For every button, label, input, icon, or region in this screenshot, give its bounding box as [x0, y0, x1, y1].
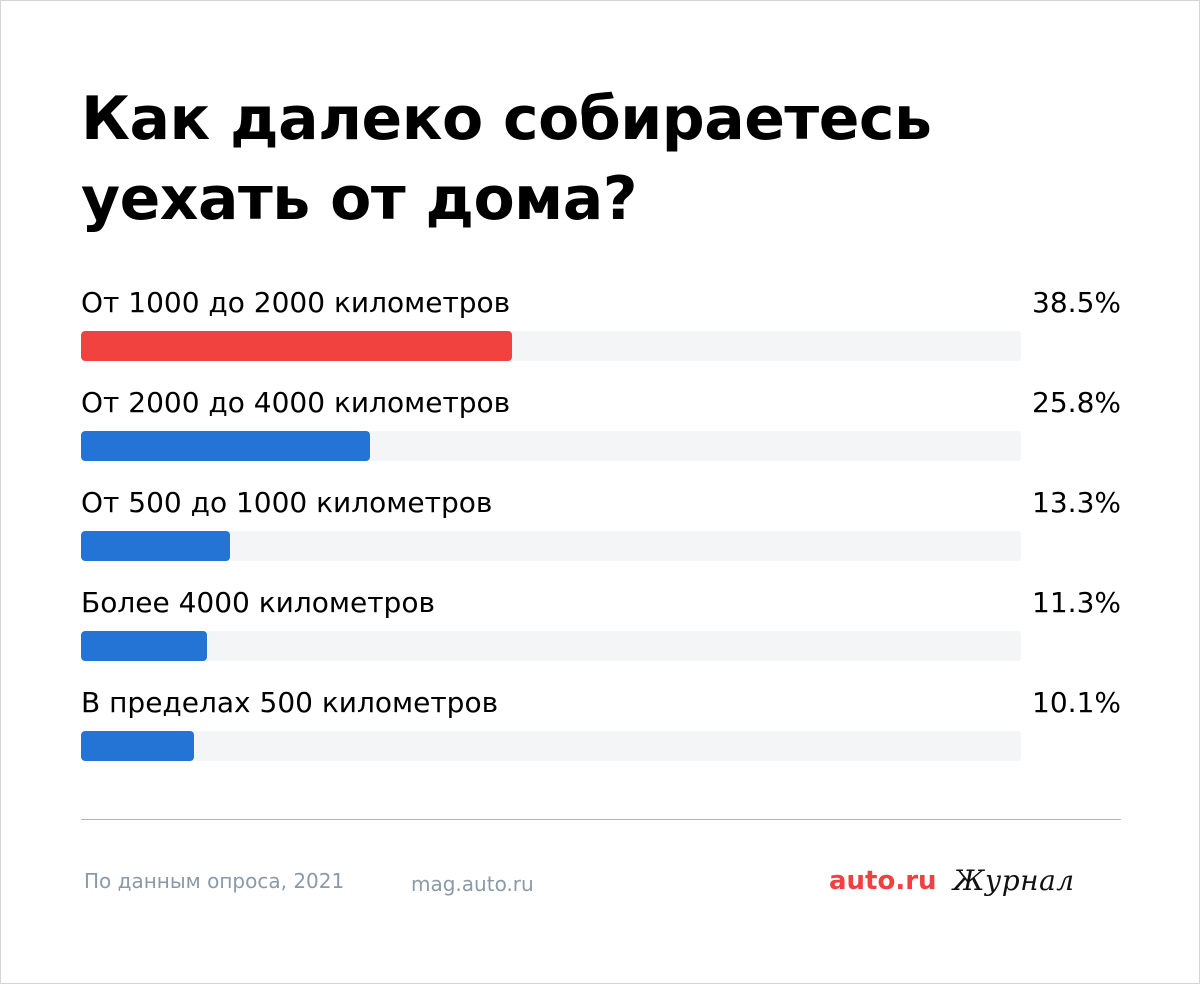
bar-track [81, 631, 1021, 661]
category-label: От 500 до 1000 километров [81, 486, 493, 519]
source-note: По данным опроса, 2021 [84, 869, 345, 893]
chart-title: Как далеко собираетесь уехать от дома? [81, 84, 932, 234]
bar [81, 431, 370, 461]
value-label: 13.3% [1032, 486, 1121, 519]
category-label: В пределах 500 километров [81, 686, 499, 719]
value-label: 11.3% [1032, 586, 1121, 619]
bar-track [81, 731, 1021, 761]
bar [81, 331, 512, 361]
bar-track [81, 531, 1021, 561]
category-label: Более 4000 километров [81, 586, 435, 619]
bar [81, 731, 194, 761]
chart-row: Более 4000 километров 11.3% [81, 577, 1121, 677]
chart-row: От 500 до 1000 километров 13.3% [81, 477, 1121, 577]
value-label: 10.1% [1032, 686, 1121, 719]
category-label: От 2000 до 4000 километров [81, 386, 511, 419]
chart-row: От 1000 до 2000 километров 38.5% [81, 277, 1121, 377]
footer-divider [81, 819, 1121, 820]
bar-track [81, 331, 1021, 361]
journal-logo: Журнал [953, 864, 1075, 897]
bar-track [81, 431, 1021, 461]
chart-row: В пределах 500 километров 10.1% [81, 677, 1121, 777]
chart-row: От 2000 до 4000 километров 25.8% [81, 377, 1121, 477]
bar-chart: От 1000 до 2000 километров 38.5% От 2000 д… [81, 277, 1121, 777]
value-label: 25.8% [1032, 386, 1121, 419]
bar [81, 531, 230, 561]
site-link[interactable]: mag.auto.ru [411, 872, 534, 896]
bar [81, 631, 207, 661]
category-label: От 1000 до 2000 километров [81, 286, 511, 319]
auto-ru-logo: auto.ru [829, 866, 937, 896]
value-label: 38.5% [1032, 286, 1121, 319]
